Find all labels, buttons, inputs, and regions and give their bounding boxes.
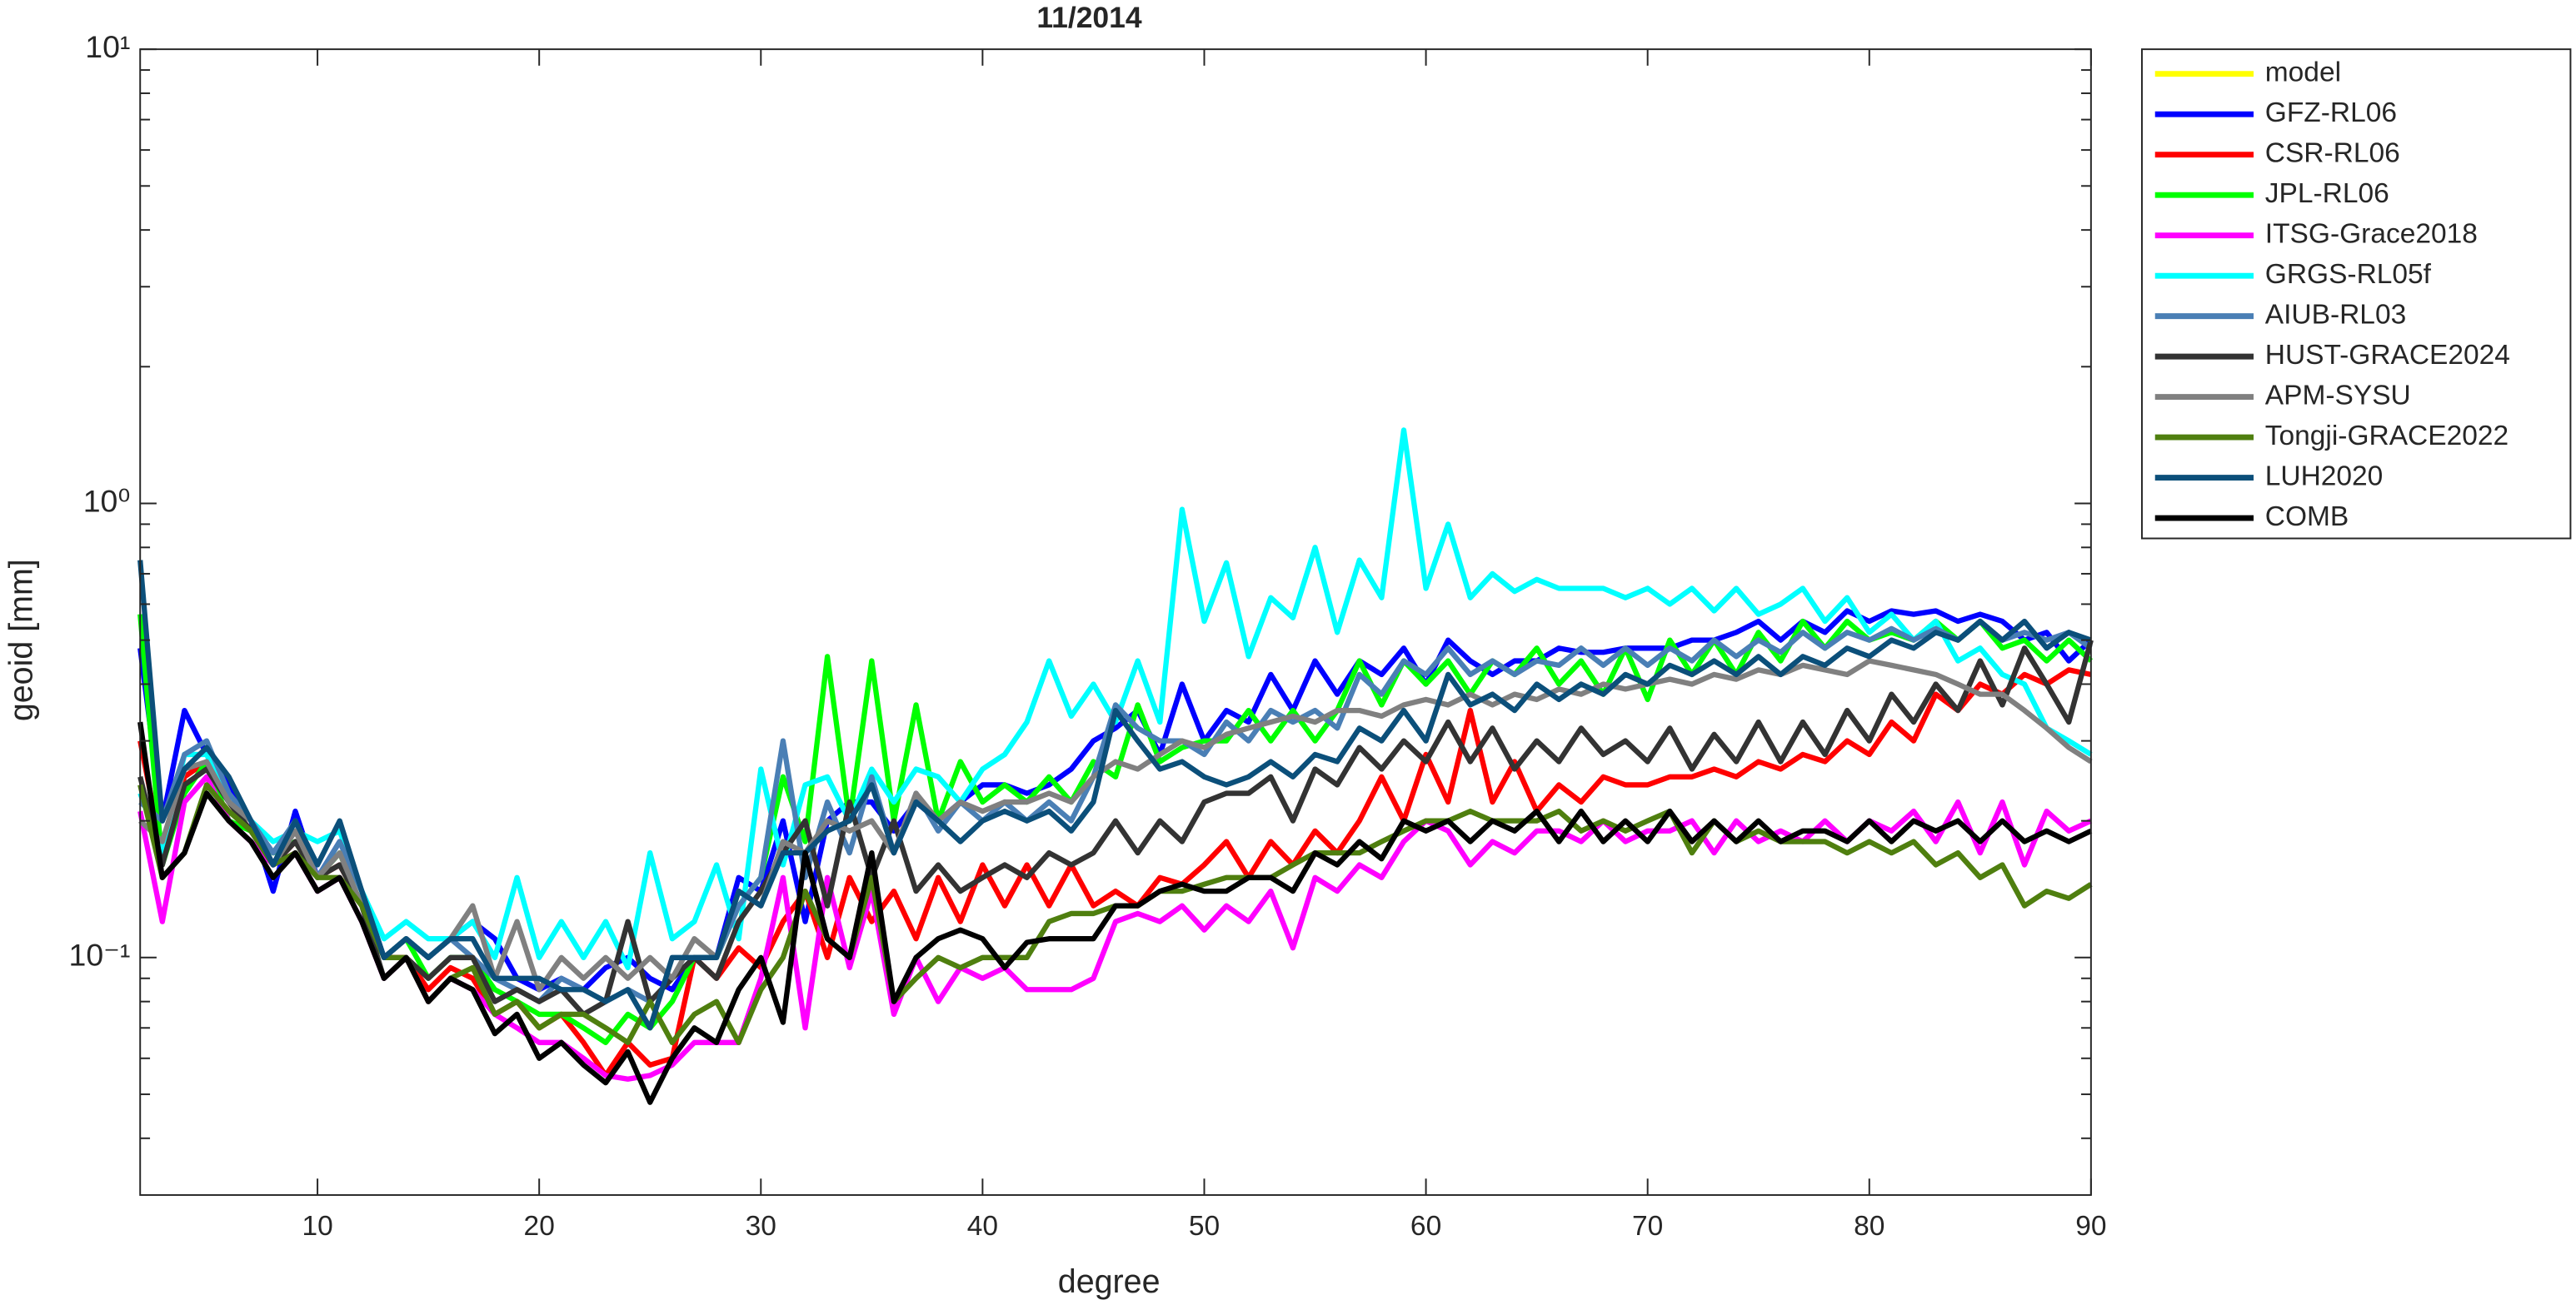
x-tick-label: 20 — [524, 1211, 555, 1242]
x-tick-label: 70 — [1632, 1211, 1663, 1242]
legend-box — [2140, 48, 2572, 540]
series-line — [138, 618, 2093, 1004]
series-line — [138, 658, 2093, 993]
legend-label: GFZ-RL06 — [2265, 97, 2397, 128]
legend-label: LUH2020 — [2265, 461, 2384, 491]
legend-label: COMB — [2265, 501, 2349, 532]
x-tick-label: 30 — [746, 1211, 776, 1242]
series-line — [137, 639, 2094, 1018]
x-tick-label: 50 — [1189, 1211, 1220, 1242]
series-line — [137, 427, 2093, 971]
legend-label: ITSG-Grace2018 — [2265, 218, 2478, 249]
y-tick-label: 10⁻¹ — [69, 938, 131, 973]
y-tick-label: 10¹ — [85, 29, 130, 64]
legend-label: CSR-RL06 — [2265, 138, 2400, 169]
legend-label: JPL-RL06 — [2265, 178, 2389, 209]
series-line — [137, 721, 2093, 1105]
legend-label: APM-SYSU — [2265, 380, 2411, 411]
chart-title: 11/2014 — [1036, 1, 1142, 34]
y-axis-label: geoid [mm] — [3, 559, 40, 721]
legend-label: Tongji-GRACE2022 — [2265, 421, 2509, 451]
legend-label: HUST-GRACE2024 — [2265, 340, 2510, 371]
x-tick-label: 90 — [2075, 1211, 2106, 1242]
plot-frame — [139, 48, 2092, 1196]
x-tick-label: 10 — [302, 1211, 332, 1242]
y-tick-label: 10⁰ — [83, 483, 131, 518]
x-tick-label: 80 — [1854, 1211, 1885, 1242]
series-line — [137, 667, 2092, 1078]
series-line — [137, 560, 2092, 1031]
x-axis-label: degree — [1058, 1263, 1161, 1300]
legend-label: model — [2265, 57, 2341, 88]
x-tick-label: 40 — [967, 1211, 998, 1242]
legend-label: GRGS-RL05f — [2265, 259, 2432, 290]
legend-label: AIUB-RL03 — [2265, 299, 2406, 330]
x-tick-label: 60 — [1410, 1211, 1441, 1242]
